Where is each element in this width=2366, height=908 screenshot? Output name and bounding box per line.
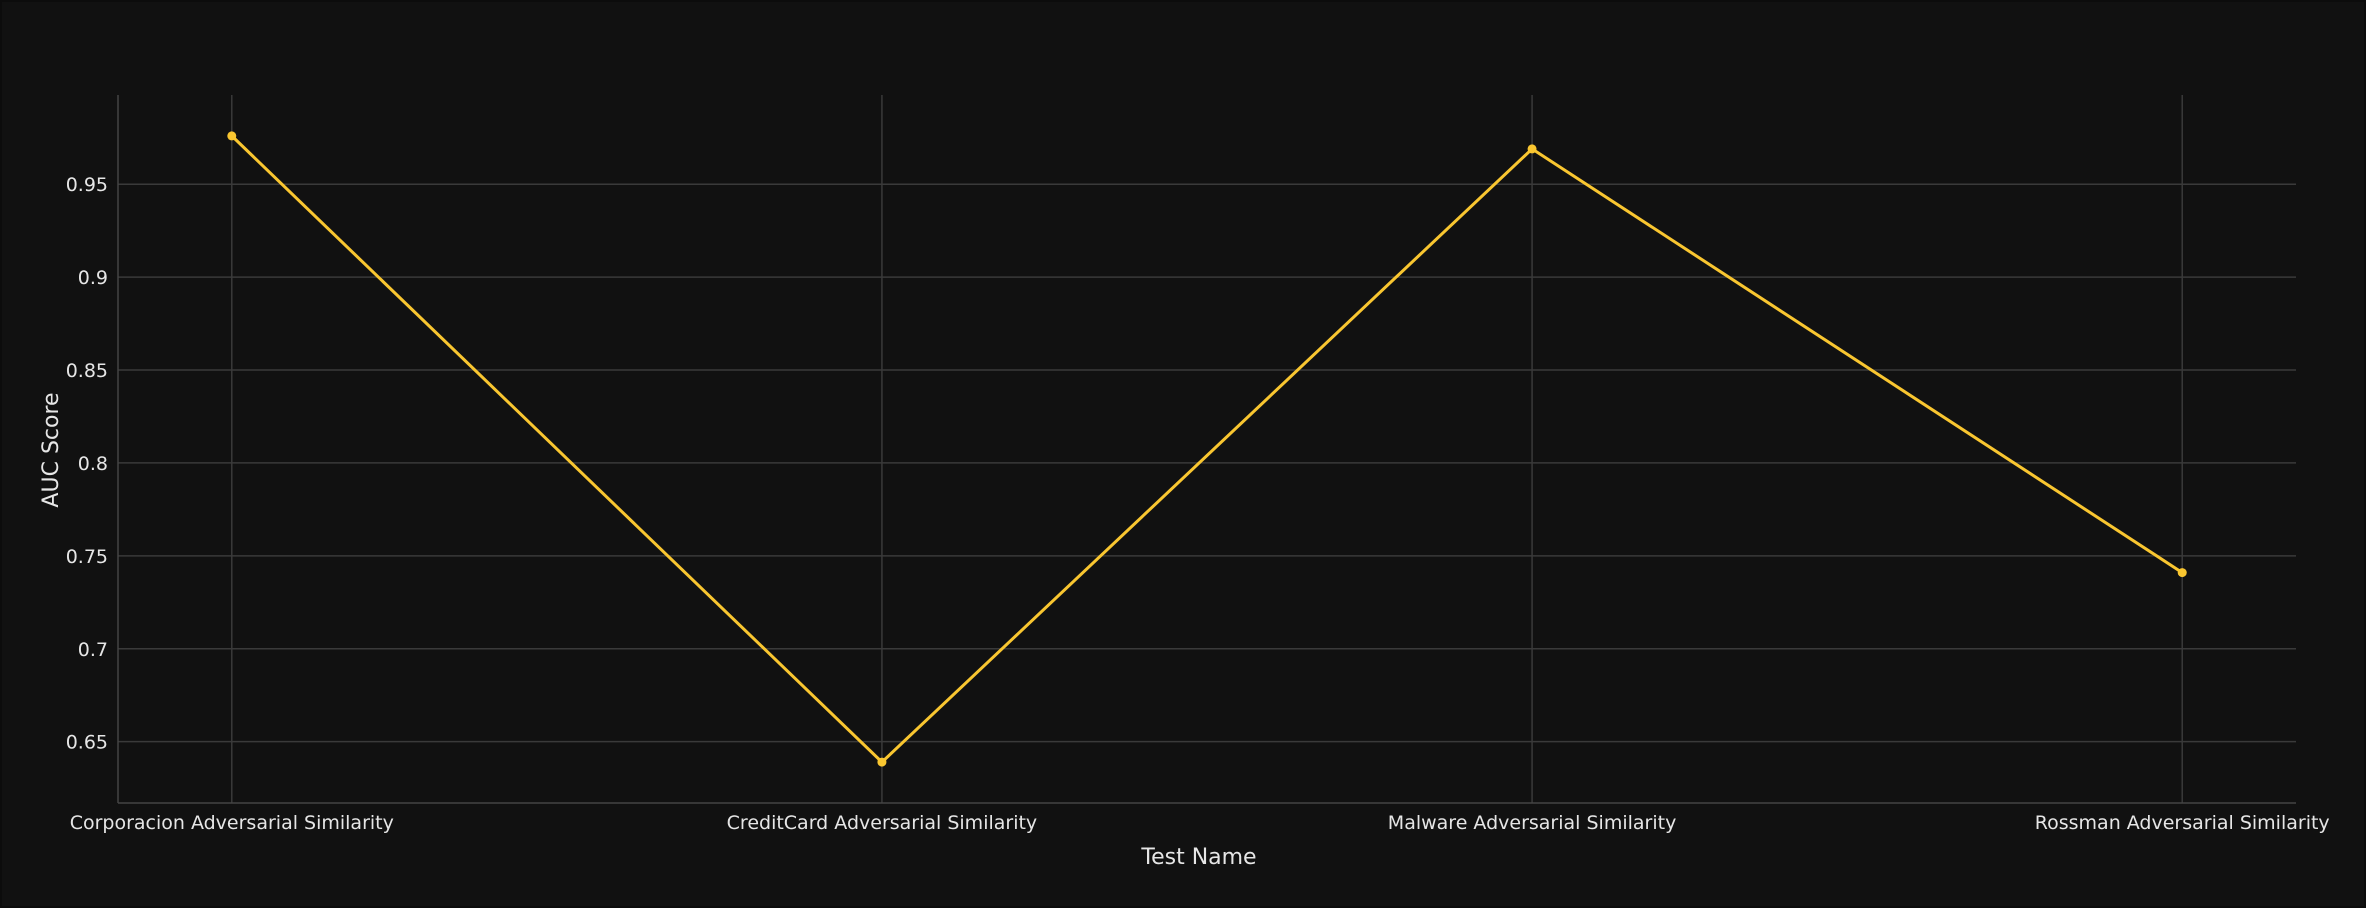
data-point [227,131,237,141]
series-line [230,134,2184,765]
x-tick-label: CreditCard Adversarial Similarity [727,812,1038,834]
data-point [1527,144,1537,154]
y-tick-labels: 0.65 0.7 0.75 0.8 0.85 0.9 0.95 [66,174,108,753]
series [227,131,2187,767]
data-point [877,757,887,767]
y-tick-label: 0.7 [78,639,108,661]
y-tick-label: 0.75 [66,546,108,568]
y-tick-label: 0.65 [66,732,108,754]
x-axis-title: Test Name [1140,845,1256,870]
data-point [2177,568,2187,578]
y-tick-label: 0.85 [66,360,108,382]
x-tick-label: Corporacion Adversarial Similarity [70,812,394,834]
gridlines [117,95,2296,804]
x-tick-label: Rossman Adversarial Similarity [2035,812,2330,834]
y-tick-label: 0.8 [78,453,108,475]
y-tick-label: 0.9 [78,267,108,289]
y-axis-title: AUC Score [39,392,64,507]
y-tick-label: 0.95 [66,174,108,196]
x-tick-labels: Corporacion Adversarial Similarity Credit… [70,812,2330,834]
x-tick-label: Malware Adversarial Similarity [1388,812,1677,834]
